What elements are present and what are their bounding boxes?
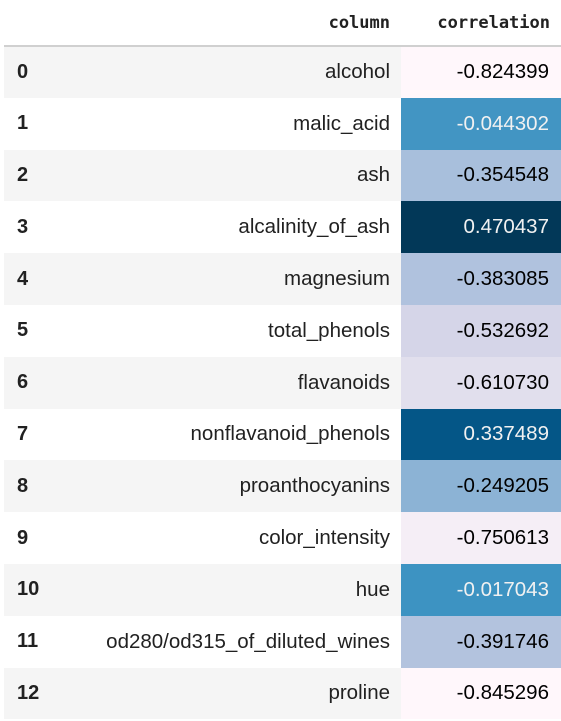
column-name-cell: flavanoids xyxy=(297,370,390,394)
column-name-cell: alcalinity_of_ash xyxy=(238,215,390,239)
column-name-cell: proline xyxy=(328,681,390,705)
row-index: 4 xyxy=(17,267,29,290)
header-row: column correlation xyxy=(4,0,561,47)
table-row: 8 proanthocyanins -0.249205 xyxy=(4,460,561,513)
column-name-cell: malic_acid xyxy=(293,111,390,135)
row-index: 0 xyxy=(17,60,29,83)
column-name-cell: color_intensity xyxy=(258,526,390,550)
column-name-cell: proanthocyanins xyxy=(239,474,390,498)
correlation-value-cell: -0.044302 xyxy=(401,97,561,150)
row-index: 9 xyxy=(17,526,29,549)
correlation-value-cell: -0.017043 xyxy=(401,563,561,616)
table-row: 12 proline -0.845296 xyxy=(4,667,561,720)
table-row: 6 flavanoids -0.610730 xyxy=(4,356,561,409)
row-index: 10 xyxy=(17,578,40,601)
correlation-value-cell: -0.845296 xyxy=(401,667,561,720)
table-row: 2 ash -0.354548 xyxy=(4,149,561,202)
table-row: 10 hue -0.017043 xyxy=(4,563,561,616)
row-index: 8 xyxy=(17,474,29,497)
correlation-value-cell: -0.383085 xyxy=(401,253,561,305)
row-index: 6 xyxy=(17,371,29,394)
correlation-value-cell: -0.824399 xyxy=(401,46,561,98)
index-header xyxy=(4,0,52,47)
column-name-cell: magnesium xyxy=(284,267,390,291)
row-index: 5 xyxy=(17,319,29,342)
row-index: 2 xyxy=(17,163,29,186)
row-index: 1 xyxy=(17,112,29,135)
table-row: 3 alcalinity_of_ash 0.470437 xyxy=(4,201,561,254)
correlation-value-cell: -0.354548 xyxy=(401,149,561,202)
row-index: 3 xyxy=(17,215,29,238)
table-row: 9 color_intensity -0.750613 xyxy=(4,512,561,564)
correlation-value-cell: -0.750613 xyxy=(401,512,561,564)
correlation-value-cell: -0.391746 xyxy=(401,615,561,668)
column-name-cell: hue xyxy=(355,577,390,601)
row-index: 11 xyxy=(17,630,39,653)
correlation-value-cell: -0.249205 xyxy=(401,460,561,513)
table-row: 11 od280/od315_of_diluted_wines -0.391746 xyxy=(4,615,561,668)
table-row: 1 malic_acid -0.044302 xyxy=(4,97,561,150)
column-name-cell: od280/od315_of_diluted_wines xyxy=(106,629,390,653)
table-body: 0 alcohol -0.824399 1 malic_acid -0.044302 2 as… xyxy=(4,46,561,720)
correlation-value-cell: 0.470437 xyxy=(401,201,561,254)
row-index: 7 xyxy=(17,422,29,445)
column-name-cell: alcohol xyxy=(325,60,390,84)
column-header: column xyxy=(52,0,401,47)
column-name-cell: ash xyxy=(356,163,390,187)
column-name-cell: total_phenols xyxy=(268,318,390,342)
table-row: 7 nonflavanoid_phenols 0.337489 xyxy=(4,408,561,461)
table-row: 4 magnesium -0.383085 xyxy=(4,253,561,305)
row-index: 12 xyxy=(17,681,40,704)
correlation-value-cell: -0.532692 xyxy=(401,304,561,357)
column-name-cell: nonflavanoid_phenols xyxy=(190,422,390,446)
table-row: 0 alcohol -0.824399 xyxy=(4,46,561,98)
correlation-value-cell: -0.610730 xyxy=(401,356,561,409)
table-row: 5 total_phenols -0.532692 xyxy=(4,304,561,357)
correlation-value-cell: 0.337489 xyxy=(401,408,561,461)
correlation-header: correlation xyxy=(401,0,561,47)
correlation-table: column correlation 0 alcohol -0.824399 1 mal… xyxy=(4,0,561,720)
